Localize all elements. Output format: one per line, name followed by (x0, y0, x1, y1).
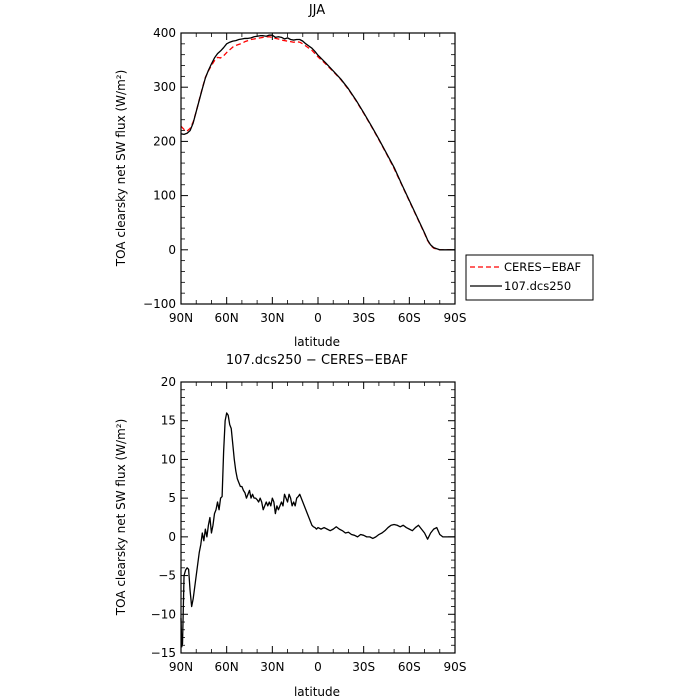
panel1-legend: CERES−EBAF 107.dcs250 (465, 254, 594, 301)
panel2-y-tick-label: 15 (161, 414, 176, 428)
panel1-x-axis-label: latitude (294, 335, 340, 349)
panel2-series-line-difference (180, 412, 455, 648)
panel2-plot-lines (180, 412, 455, 648)
panel1-x-tick-label: 90N (169, 311, 193, 325)
panel2-x-tick-label: 90N (169, 660, 193, 674)
panel2-plot-frame (180, 381, 456, 654)
panel1-title: JJA (308, 3, 325, 18)
panel1-plot-frame (180, 32, 456, 305)
panel1-y-tick-label: 300 (153, 80, 176, 94)
panel1-x-tick-label: 60S (398, 311, 421, 325)
panel2-x-tick-label: 0 (314, 660, 322, 674)
panel1-y-tick-label: −100 (143, 297, 176, 311)
panel2-y-tick-label: 10 (161, 452, 176, 466)
panel1-axis-ticks: 90N 60N 30N 0 30S 60S 90S −100 0 100 200 300 400 (143, 26, 466, 325)
panel2-y-tick-label: 5 (168, 491, 176, 505)
panel1-x-tick-label: 30N (260, 311, 284, 325)
panel1-y-tick-label: 400 (153, 26, 176, 40)
panel1-plot-lines (180, 34, 455, 251)
panel2-x-tick-label: 30N (260, 660, 284, 674)
legend-label-ceres: CERES−EBAF (504, 260, 581, 274)
panel2-axis-ticks: 90N 60N 30N 0 30S 60S 90S −15 −10 −5 0 5 10 15 20 (151, 375, 467, 674)
panel2-x-axis-label: latitude (294, 685, 340, 699)
panel2-x-tick-label: 30S (352, 660, 375, 674)
legend-label-model: 107.dcs250 (504, 279, 571, 293)
panel1-x-tick-label: 60N (215, 311, 239, 325)
panel1-series-line-ceres-ebaf (180, 36, 455, 251)
panel2-y-tick-label: −5 (158, 569, 176, 583)
panel2-x-tick-label: 60S (398, 660, 421, 674)
panel2-y-tick-label: 20 (161, 375, 176, 389)
panel2-y-tick-label: 0 (168, 530, 176, 544)
panel1-y-tick-label: 100 (153, 189, 176, 203)
panel1-x-tick-label: 90S (444, 311, 467, 325)
panel1-y-tick-label: 200 (153, 134, 176, 148)
panel2-x-tick-label: 60N (215, 660, 239, 674)
panel2-title: 107.dcs250 − CERES−EBAF (226, 353, 408, 368)
panel2-y-tick-label: −15 (151, 646, 176, 660)
panel2-y-tick-label: −10 (151, 607, 176, 621)
panel1-x-tick-label: 30S (352, 311, 375, 325)
legend-box (465, 254, 594, 301)
panel2-y-axis-label: TOA clearsky net SW flux (W/m²) (114, 419, 128, 617)
panel1-x-tick-label: 0 (314, 311, 322, 325)
panel1-y-axis-label: TOA clearsky net SW flux (W/m²) (114, 70, 128, 268)
panel1-y-tick-label: 0 (168, 243, 176, 257)
panel2-x-tick-label: 90S (444, 660, 467, 674)
panel1-series-line-107-dcs250 (180, 34, 455, 251)
